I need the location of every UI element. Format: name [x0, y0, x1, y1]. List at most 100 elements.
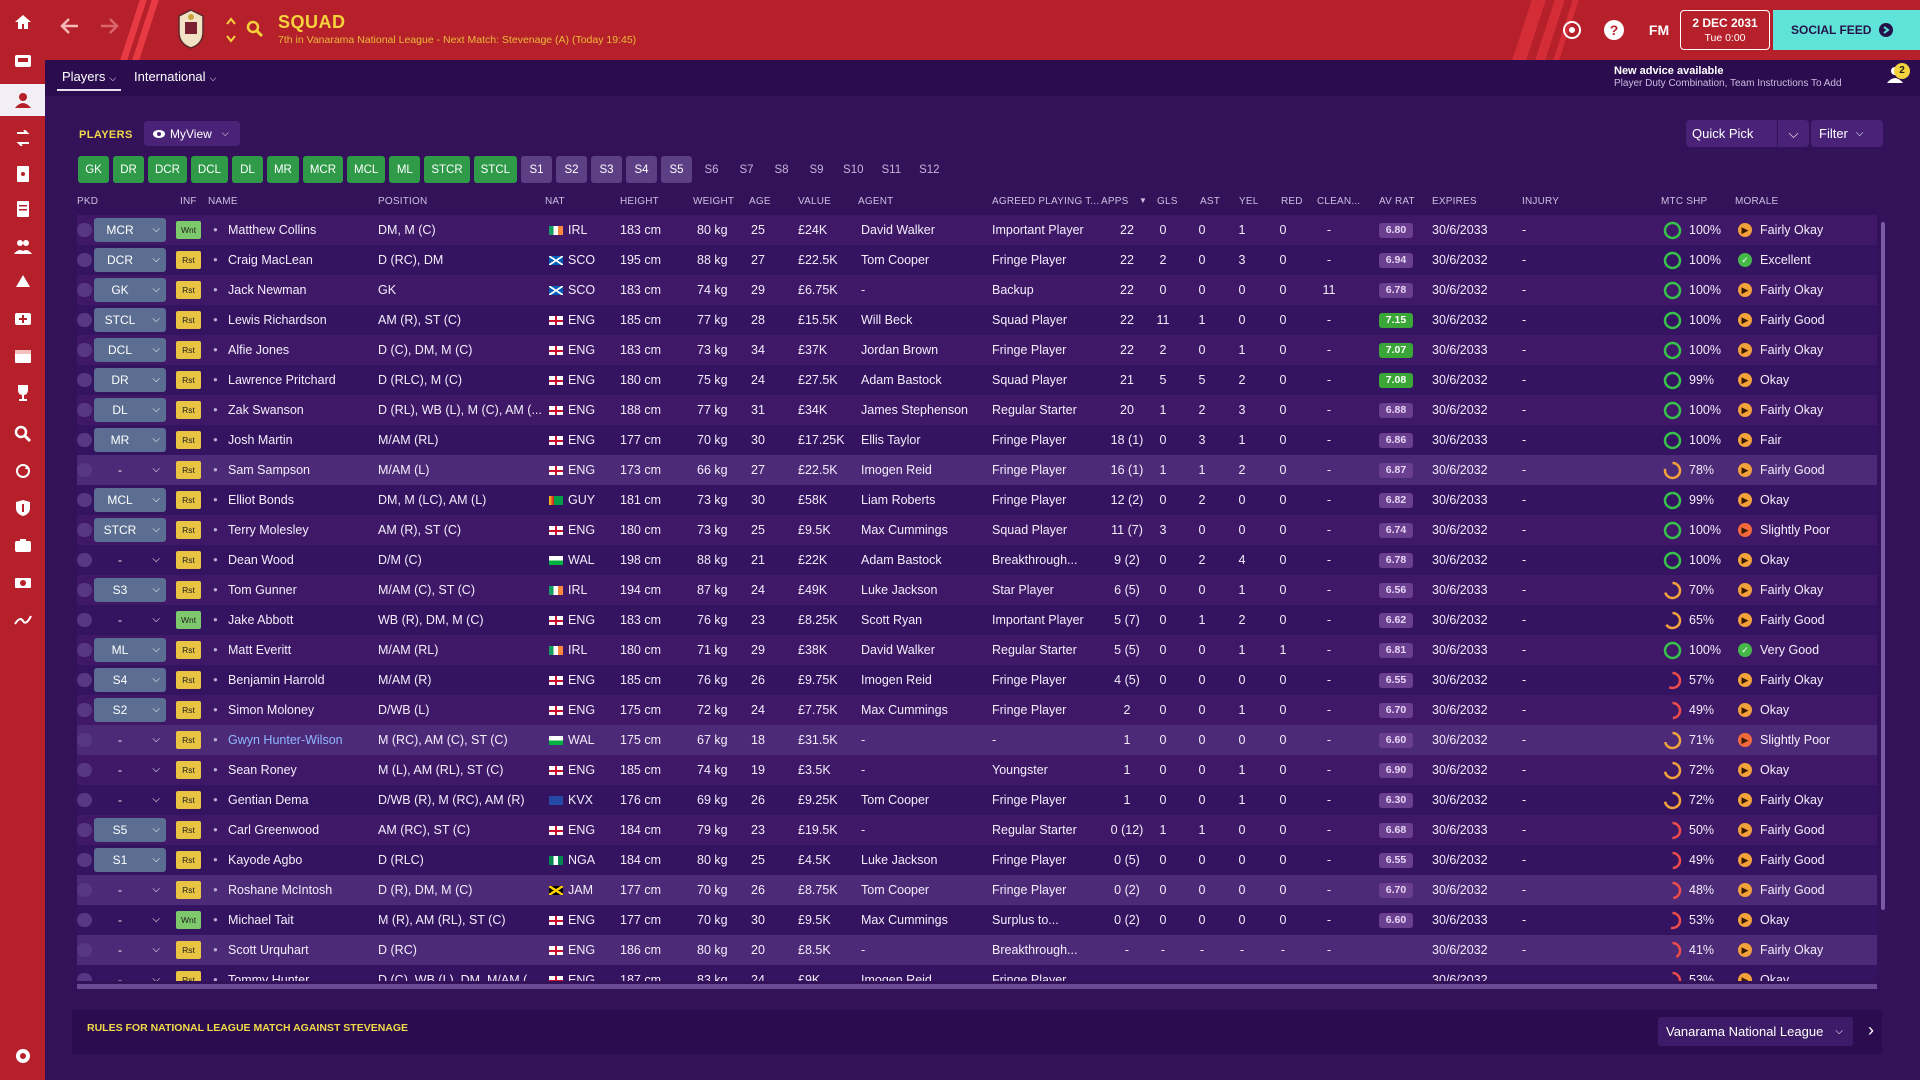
- tab-players[interactable]: Players ⌵: [62, 69, 116, 84]
- player-name[interactable]: Kayode Agbo: [228, 853, 303, 867]
- col-ast[interactable]: AST: [1200, 196, 1221, 207]
- player-name[interactable]: Gwyn Hunter-Wilson: [228, 733, 343, 747]
- selection-dropdown[interactable]: S2 ⌵: [94, 698, 166, 722]
- staff-icon[interactable]: [0, 230, 45, 262]
- back-arrow-icon[interactable]: [58, 14, 82, 38]
- table-row[interactable]: DCL ⌵ Rst ● Alfie Jones D (C), DM, M (C) ENG 18…: [77, 335, 1877, 365]
- selection-dropdown[interactable]: DL ⌵: [94, 398, 166, 422]
- position-button-dr[interactable]: DR: [113, 156, 144, 183]
- position-button-dcr[interactable]: DCR: [148, 156, 187, 183]
- col-height[interactable]: HEIGHT: [620, 196, 659, 207]
- col-age[interactable]: AGE: [749, 196, 771, 207]
- table-row[interactable]: - ⌵ Rst ● Gentian Dema D/WB (R), M (RC), AM (…: [77, 785, 1877, 815]
- picked-toggle[interactable]: [77, 793, 92, 807]
- table-row[interactable]: - ⌵ Wnt ● Jake Abbott WB (R), DM, M (C) ENG 183…: [77, 605, 1877, 635]
- col-red[interactable]: RED: [1281, 196, 1303, 207]
- position-button-s9[interactable]: S9: [809, 163, 824, 176]
- picked-toggle[interactable]: [77, 313, 92, 327]
- col-injury[interactable]: INJURY: [1522, 196, 1560, 207]
- table-row[interactable]: - ⌵ Wnt ● Michael Tait M (R), AM (RL), ST (C)…: [77, 905, 1877, 935]
- table-row[interactable]: STCL ⌵ Rst ● Lewis Richardson AM (R), ST (C) E…: [77, 305, 1877, 335]
- tab-international[interactable]: International ⌵: [134, 69, 216, 84]
- player-name[interactable]: Gentian Dema: [228, 793, 309, 807]
- player-name[interactable]: Jack Newman: [228, 283, 307, 297]
- selection-dropdown[interactable]: MR ⌵: [94, 428, 166, 452]
- selection-dropdown[interactable]: - ⌵: [94, 878, 166, 902]
- tactics-icon[interactable]: [0, 158, 45, 190]
- selection-dropdown[interactable]: DCR ⌵: [94, 248, 166, 272]
- col-apt[interactable]: AGREED PLAYING T...: [992, 196, 1100, 207]
- table-row[interactable]: - ⌵ Rst ● Tommy Hunter D (C), WB (L), DM, M/A…: [77, 965, 1877, 981]
- picked-toggle[interactable]: [77, 613, 92, 627]
- picked-toggle[interactable]: [77, 403, 92, 417]
- picked-toggle[interactable]: [77, 643, 92, 657]
- col-expires[interactable]: EXPIRES: [1432, 196, 1477, 207]
- position-button-dl[interactable]: DL: [231, 156, 263, 183]
- training-icon[interactable]: [0, 265, 45, 297]
- calendar-icon[interactable]: [0, 340, 45, 372]
- fm-menu-button[interactable]: FM: [1648, 22, 1670, 38]
- match-rules-link[interactable]: RULES FOR NATIONAL LEAGUE MATCH AGAINST …: [87, 1022, 409, 1034]
- player-name[interactable]: Tom Gunner: [228, 583, 297, 597]
- table-row[interactable]: - ⌵ Rst ● Scott Urquhart D (RC) ENG 186 cm 80 kg…: [77, 935, 1877, 965]
- col-apps[interactable]: APPS: [1101, 196, 1129, 207]
- position-button-s4[interactable]: S4: [626, 156, 658, 183]
- col-pkd[interactable]: PKD: [77, 196, 99, 207]
- picked-toggle[interactable]: [77, 553, 92, 567]
- picked-toggle[interactable]: [77, 853, 92, 867]
- club-switch-chevrons-icon[interactable]: [225, 16, 237, 44]
- col-clean[interactable]: CLEAN...: [1317, 196, 1361, 207]
- club-vision-icon[interactable]: [1560, 18, 1584, 42]
- table-row[interactable]: - ⌵ Rst ● Sam Sampson M/AM (L) ENG 173 cm 66 kg 2…: [77, 455, 1877, 485]
- player-name[interactable]: Sam Sampson: [228, 463, 310, 477]
- player-name[interactable]: Lewis Richardson: [228, 313, 327, 327]
- selection-dropdown[interactable]: DCL ⌵: [94, 338, 166, 362]
- picked-toggle[interactable]: [77, 763, 92, 777]
- page-subtitle[interactable]: 7th in Vanarama National League - Next M…: [278, 34, 637, 46]
- table-row[interactable]: STCR ⌵ Rst ● Terry Molesley AM (R), ST (C) ENG…: [77, 515, 1877, 545]
- table-row[interactable]: S1 ⌵ Rst ● Kayode Agbo D (RLC) NGA 184 cm 80 kg 2…: [77, 845, 1877, 875]
- picked-toggle[interactable]: [77, 883, 92, 897]
- picked-toggle[interactable]: [77, 673, 92, 687]
- date-display[interactable]: 2 DEC 2031 Tue 0:00: [1680, 10, 1770, 50]
- player-name[interactable]: Craig MacLean: [228, 253, 313, 267]
- col-position[interactable]: POSITION: [378, 196, 428, 207]
- selection-dropdown[interactable]: GK ⌵: [94, 278, 166, 302]
- position-button-mcl[interactable]: MCL: [347, 156, 386, 183]
- picked-toggle[interactable]: [77, 343, 92, 357]
- help-icon[interactable]: ?: [1602, 18, 1626, 42]
- position-button-s8[interactable]: S8: [774, 163, 789, 176]
- selection-dropdown[interactable]: S4 ⌵: [94, 668, 166, 692]
- picked-toggle[interactable]: [77, 943, 92, 957]
- picked-toggle[interactable]: [77, 373, 92, 387]
- player-name[interactable]: Matthew Collins: [228, 223, 317, 237]
- col-value[interactable]: VALUE: [798, 196, 832, 207]
- position-button-s3[interactable]: S3: [591, 156, 623, 183]
- picked-toggle[interactable]: [77, 223, 92, 237]
- selection-dropdown[interactable]: - ⌵: [94, 968, 166, 981]
- dev-centre-icon[interactable]: [0, 567, 45, 599]
- picked-toggle[interactable]: [77, 523, 92, 537]
- table-row[interactable]: MCL ⌵ Rst ● Elliot Bonds DM, M (LC), AM (L) GU…: [77, 485, 1877, 515]
- position-button-s12[interactable]: S12: [919, 163, 940, 176]
- table-row[interactable]: S4 ⌵ Rst ● Benjamin Harrold M/AM (R) ENG 185 cm…: [77, 665, 1877, 695]
- player-name[interactable]: Roshane McIntosh: [228, 883, 333, 897]
- trophy-icon[interactable]: [0, 377, 45, 409]
- table-row[interactable]: MCR ⌵ Wnt ● Matthew Collins DM, M (C) IRL 183 c…: [77, 215, 1877, 245]
- reports-icon[interactable]: [0, 193, 45, 225]
- selection-dropdown[interactable]: - ⌵: [94, 758, 166, 782]
- player-name[interactable]: Lawrence Pritchard: [228, 373, 336, 387]
- player-name[interactable]: Sean Roney: [228, 763, 297, 777]
- position-button-ml[interactable]: ML: [389, 156, 421, 183]
- selection-dropdown[interactable]: S3 ⌵: [94, 578, 166, 602]
- inbox-icon[interactable]: [0, 45, 45, 77]
- player-name[interactable]: Josh Martin: [228, 433, 293, 447]
- forward-arrow-icon[interactable]: [97, 14, 121, 38]
- vertical-scrollbar[interactable]: [1881, 222, 1885, 910]
- table-row[interactable]: S5 ⌵ Rst ● Carl Greenwood AM (RC), ST (C) ENG 1…: [77, 815, 1877, 845]
- player-name[interactable]: Alfie Jones: [228, 343, 290, 357]
- player-name[interactable]: Benjamin Harrold: [228, 673, 325, 687]
- selection-dropdown[interactable]: - ⌵: [94, 548, 166, 572]
- selection-dropdown[interactable]: ML ⌵: [94, 638, 166, 662]
- col-morale[interactable]: MORALE: [1735, 196, 1779, 207]
